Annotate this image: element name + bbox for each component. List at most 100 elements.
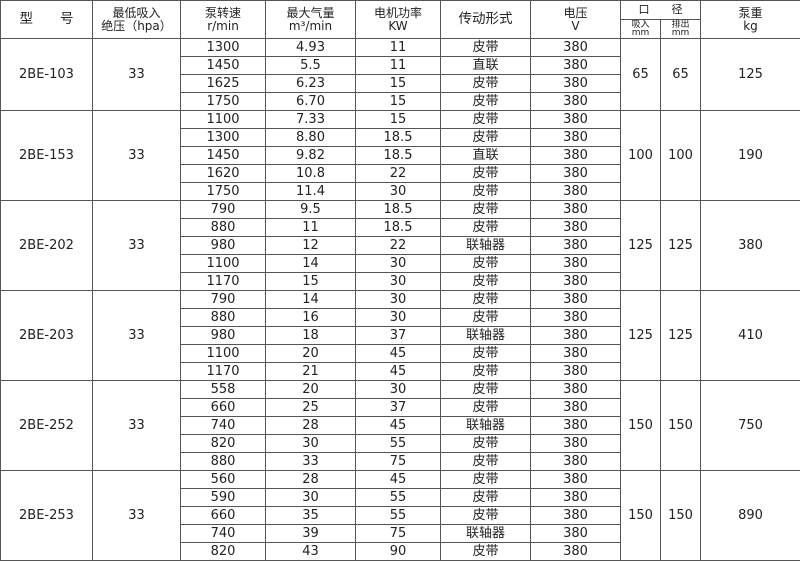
table-row: 2BE-203 33 790 14 30 皮带 380 125 125 410 [0, 290, 800, 381]
table-row: 820 43 90 皮带 380 [1, 542, 800, 561]
flow-cell: 25 [265, 398, 356, 417]
header-speed: 泵转速 r/min [180, 0, 266, 39]
voltage-cell: 380 [530, 380, 621, 399]
table-row: 2BE-252 33 558 20 30 皮带 380 150 150 750 [0, 380, 800, 471]
speed-cell: 790 [180, 200, 266, 219]
model-cell: 2BE-153 [0, 110, 93, 201]
model-cell: 2BE-202 [0, 200, 93, 291]
flow-cell: 14 [265, 254, 356, 273]
power-cell: 75 [355, 452, 441, 471]
table-row: 1170 15 30 皮带 380 [1, 272, 800, 291]
vacuum-cell: 33 [92, 470, 181, 561]
inlet-cell: 100 [620, 110, 661, 201]
table-row: 740 28 45 联轴器 380 [1, 416, 800, 435]
inlet-cell: 65 [620, 38, 661, 111]
flow-cell: 6.70 [265, 92, 356, 111]
header-speed-unit: r/min [207, 18, 239, 33]
table-row: 1450 5.5 11 直联 380 [1, 56, 800, 75]
voltage-cell: 380 [530, 200, 621, 219]
header-vacuum-unit: 绝压（hpa） [101, 18, 172, 33]
flow-cell: 39 [265, 524, 356, 543]
inlet-cell: 150 [620, 380, 661, 471]
flow-cell: 16 [265, 308, 356, 327]
power-cell: 45 [355, 344, 441, 363]
drive-cell: 直联 [440, 56, 531, 75]
power-cell: 11 [355, 38, 441, 57]
speed-cell: 1170 [180, 362, 266, 381]
power-cell: 30 [355, 308, 441, 327]
drive-cell: 皮带 [440, 488, 531, 507]
voltage-cell: 380 [530, 290, 621, 309]
power-cell: 90 [355, 542, 441, 561]
speed-cell: 590 [180, 488, 266, 507]
drive-cell: 皮带 [440, 470, 531, 489]
table-row: 1300 8.80 18.5 皮带 380 [1, 128, 800, 147]
speed-cell: 980 [180, 326, 266, 345]
flow-cell: 18 [265, 326, 356, 345]
speed-cell: 1450 [180, 146, 266, 165]
drive-cell: 皮带 [440, 272, 531, 291]
speed-cell: 558 [180, 380, 266, 399]
voltage-cell: 380 [530, 218, 621, 237]
speed-cell: 820 [180, 434, 266, 453]
drive-cell: 皮带 [440, 38, 531, 57]
voltage-cell: 380 [530, 326, 621, 345]
speed-cell: 1750 [180, 182, 266, 201]
drive-cell: 皮带 [440, 92, 531, 111]
speed-cell: 1750 [180, 92, 266, 111]
flow-cell: 9.82 [265, 146, 356, 165]
drive-cell: 皮带 [440, 110, 531, 129]
drive-cell: 皮带 [440, 542, 531, 561]
voltage-cell: 380 [530, 38, 621, 57]
power-cell: 45 [355, 362, 441, 381]
header-inlet-unit: mm [631, 28, 650, 38]
model-cell: 2BE-103 [0, 38, 93, 111]
outlet-cell: 150 [660, 470, 701, 561]
header-diameter: 口 径 [620, 0, 701, 20]
speed-cell: 740 [180, 524, 266, 543]
power-cell: 55 [355, 434, 441, 453]
flow-cell: 30 [265, 434, 356, 453]
header-power-unit: KW [388, 18, 408, 33]
flow-cell: 15 [265, 272, 356, 291]
power-cell: 18.5 [355, 200, 441, 219]
drive-cell: 皮带 [440, 290, 531, 309]
flow-cell: 21 [265, 362, 356, 381]
drive-cell: 联轴器 [440, 416, 531, 435]
speed-cell: 560 [180, 470, 266, 489]
header-outlet-unit: mm [671, 28, 690, 38]
flow-cell: 6.23 [265, 74, 356, 93]
voltage-cell: 380 [530, 362, 621, 381]
power-cell: 11 [355, 56, 441, 75]
voltage-cell: 380 [530, 542, 621, 561]
speed-cell: 740 [180, 416, 266, 435]
table-row: 660 35 55 皮带 380 [1, 506, 800, 525]
vacuum-cell: 33 [92, 380, 181, 471]
power-cell: 30 [355, 290, 441, 309]
vacuum-cell: 33 [92, 110, 181, 201]
voltage-cell: 380 [530, 164, 621, 183]
flow-cell: 20 [265, 380, 356, 399]
flow-cell: 7.33 [265, 110, 356, 129]
header-power-label: 电机功率 [373, 5, 422, 20]
power-cell: 45 [355, 416, 441, 435]
weight-cell: 125 [700, 38, 800, 111]
model-cell: 2BE-252 [0, 380, 93, 471]
inlet-cell: 150 [620, 470, 661, 561]
drive-cell: 联轴器 [440, 524, 531, 543]
voltage-cell: 380 [530, 416, 621, 435]
table-row: 2BE-153 33 1100 7.33 15 皮带 380 100 100 190 [0, 110, 800, 201]
vacuum-cell: 33 [92, 290, 181, 381]
speed-cell: 1300 [180, 38, 266, 57]
power-cell: 22 [355, 164, 441, 183]
flow-cell: 14 [265, 290, 356, 309]
model-cell: 2BE-253 [0, 470, 93, 561]
outlet-cell: 100 [660, 110, 701, 201]
table-row: 590 30 55 皮带 380 [1, 488, 800, 507]
power-cell: 37 [355, 398, 441, 417]
weight-cell: 750 [700, 380, 800, 471]
table-row: 2BE-202 33 790 9.5 18.5 皮带 380 125 125 380 [0, 200, 800, 291]
header-flow: 最大气量 m³/min [265, 0, 356, 39]
speed-cell: 1300 [180, 128, 266, 147]
